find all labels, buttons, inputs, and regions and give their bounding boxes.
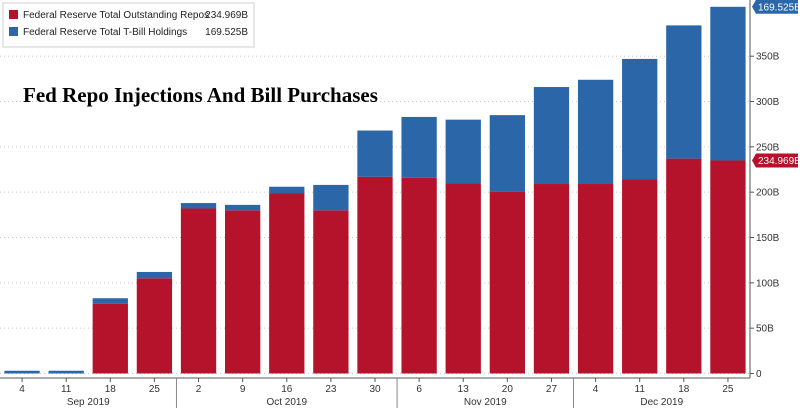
bar-tbills xyxy=(313,184,349,211)
bar-tbills xyxy=(710,6,746,161)
bar-tbills xyxy=(136,271,173,279)
x-tick-label: 6 xyxy=(416,384,422,395)
bar-tbills xyxy=(48,370,84,374)
bar-repos xyxy=(577,184,614,374)
bar-tbills xyxy=(225,204,261,211)
x-axis-ticks: 4 11 18 25 2 9 16 23 30 6 13 20 27 4 11 18 25 xyxy=(19,378,734,395)
bar-repos xyxy=(357,176,393,374)
legend-value-repos: 234.969B xyxy=(205,10,248,21)
bar-repos xyxy=(710,160,746,374)
flag-repos-label: 234.969B xyxy=(758,156,800,167)
y-tick-label: 200B xyxy=(756,188,780,199)
x-tick-label: 9 xyxy=(240,384,246,395)
x-tick-label: 13 xyxy=(458,384,470,395)
bar-repos xyxy=(269,193,305,374)
y-axis-ticks: 0 50B 100B 150B 200B 250B 300B 350B xyxy=(750,52,780,380)
month-label: Nov 2019 xyxy=(464,397,507,408)
x-tick-label: 16 xyxy=(281,384,293,395)
x-tick-label: 27 xyxy=(546,384,558,395)
bar-repos xyxy=(622,179,658,374)
bar-repos xyxy=(92,303,128,374)
bar-tbills xyxy=(622,58,658,180)
x-tick-label: 20 xyxy=(502,384,514,395)
flag-tbills-label: 169.525B xyxy=(758,2,800,13)
bar-tbills xyxy=(180,203,217,209)
legend-swatch-tbills xyxy=(9,27,18,36)
bar-tbills xyxy=(357,130,393,177)
bar-tbills xyxy=(445,119,481,184)
bar-tbills xyxy=(269,186,305,194)
y-tick-label: 250B xyxy=(756,142,780,153)
chart-title: Fed Repo Injections And Bill Purchases xyxy=(23,83,378,107)
y-tick-label: 300B xyxy=(756,97,780,108)
x-tick-label: 11 xyxy=(635,384,646,395)
legend: Federal Reserve Total Outstanding Repos … xyxy=(2,2,255,48)
bar-tbills xyxy=(577,79,614,185)
y-tick-label: 350B xyxy=(756,52,780,63)
x-tick-label: 11 xyxy=(61,384,72,395)
bar-tbills xyxy=(92,298,128,304)
bar-tbills xyxy=(4,370,40,374)
y-tick-label: 100B xyxy=(756,278,780,289)
x-tick-label: 23 xyxy=(325,384,337,395)
y-tick-label: 0 xyxy=(756,369,762,380)
bar-repos xyxy=(533,184,570,374)
bar-tbills xyxy=(489,115,525,192)
bar-tbills xyxy=(401,116,437,178)
bar-repos xyxy=(401,177,437,374)
x-tick-label: 2 xyxy=(196,384,202,395)
x-tick-label: 30 xyxy=(369,384,381,395)
x-tick-label: 18 xyxy=(678,384,690,395)
bar-repos xyxy=(313,210,349,374)
bar-repos xyxy=(225,210,261,374)
bar-repos xyxy=(445,183,481,374)
month-labels: Sep 2019 Oct 2019 Nov 2019 Dec 2019 xyxy=(67,378,684,408)
month-label: Sep 2019 xyxy=(67,397,110,408)
month-label: Dec 2019 xyxy=(640,397,683,408)
y-tick-label: 50B xyxy=(756,324,774,335)
bars xyxy=(4,6,746,374)
y-tick-label: 150B xyxy=(756,233,780,244)
x-tick-label: 18 xyxy=(105,384,117,395)
x-tick-label: 25 xyxy=(149,384,161,395)
legend-swatch-repos xyxy=(9,10,18,19)
legend-label-tbills: Federal Reserve Total T-Bill Holdings xyxy=(23,27,187,38)
last-value-flags: 169.525B 234.969B xyxy=(752,0,800,168)
bar-repos xyxy=(489,191,525,374)
flag-repos-shape xyxy=(752,153,798,168)
bar-repos xyxy=(666,158,702,374)
legend-box xyxy=(2,2,255,48)
bar-tbills xyxy=(666,25,702,159)
x-tick-label: 25 xyxy=(722,384,734,395)
x-tick-label: 4 xyxy=(19,384,25,395)
bar-repos xyxy=(136,278,173,374)
x-tick-label: 4 xyxy=(593,384,599,395)
legend-value-tbills: 169.525B xyxy=(205,27,248,38)
flag-tbills-shape xyxy=(752,0,798,14)
month-label: Oct 2019 xyxy=(266,397,307,408)
legend-label-repos: Federal Reserve Total Outstanding Repos xyxy=(23,10,209,21)
bar-tbills xyxy=(533,87,570,185)
bar-repos xyxy=(180,208,217,374)
